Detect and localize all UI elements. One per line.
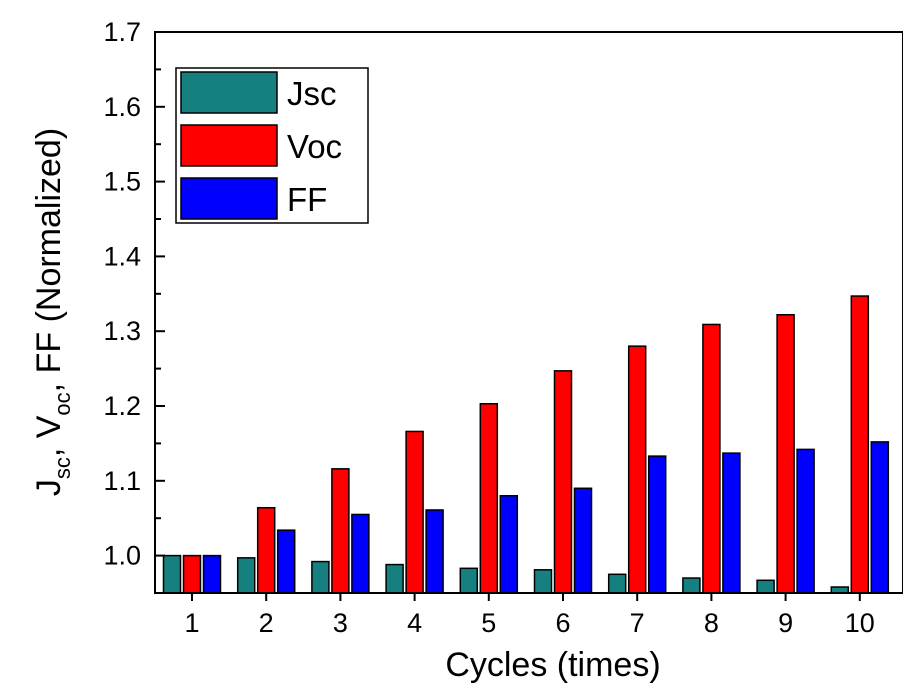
y-tick-label: 1.0 [103,541,141,571]
bar-jsc-5 [459,567,479,594]
x-tick-label: 4 [407,608,422,638]
axis-ticks [155,31,861,601]
x-tick-label: 2 [259,608,274,638]
y-tick-label: 1.6 [103,92,141,122]
y-axis-title-part-3: , FF (Normalized) [30,128,68,392]
bar-voc-3 [331,468,350,594]
plot-frame [154,31,903,594]
legend: Jsc Voc FF [175,67,369,224]
y-tick-label: 1.2 [103,391,141,421]
y-axis-title: Jsc, Voc, FF (Normalized) [30,128,75,496]
bar-voc-4 [405,430,424,594]
bar-jsc-9 [756,579,775,594]
bar-voc-6 [553,370,573,594]
x-tick-label: 7 [630,608,645,638]
tick-labels: 1.0 1.1 1.2 1.3 1.4 1.5 1.6 1.7 1 2 3 4 5 6 7 8 9 10 [103,17,874,638]
x-tick-label: 3 [333,608,348,638]
x-tick-label: 8 [704,608,719,638]
bar-jsc-3 [311,560,330,594]
y-axis-title-part-1: J [30,479,68,496]
legend-swatch-ff [180,177,278,220]
bar-jsc-6 [533,569,553,594]
y-tick-label: 1.1 [103,466,141,496]
bar-voc-5 [479,403,499,594]
bar-ff-6 [573,487,593,594]
bar-jsc-1 [162,554,182,594]
x-tick-label: 6 [555,608,570,638]
bar-voc-9 [776,313,795,594]
bar-jsc-7 [607,573,627,594]
bar-voc-8 [702,323,721,594]
bar-ff-2 [276,529,296,594]
legend-label-voc: Voc [287,128,342,165]
y-tick-label: 1.5 [103,167,141,197]
bar-ff-8 [722,452,741,594]
x-tick-label: 10 [845,608,875,638]
x-tick-label: 5 [481,608,496,638]
y-axis-title-sub-1: sc [50,457,75,479]
bar-jsc-2 [236,557,256,594]
bar-jsc-4 [385,563,404,594]
y-tick-label: 1.7 [103,17,141,47]
legend-label-ff: FF [287,181,327,218]
bar-jsc-8 [682,577,701,594]
bar-ff-4 [425,509,444,594]
bar-ff-10 [870,441,890,594]
bar-ff-1 [202,554,222,594]
y-tick-label: 1.3 [103,316,141,346]
legend-swatch-voc [180,124,278,167]
bars-group [162,295,890,594]
y-tick-label: 1.4 [103,241,141,271]
bar-ff-3 [351,513,370,594]
bar-voc-2 [256,506,276,594]
y-axis-title-part-2: , V [30,415,68,457]
bar-ff-7 [647,455,667,594]
x-tick-label: 1 [184,608,199,638]
bar-ff-5 [499,495,519,594]
bar-ff-9 [796,448,815,594]
y-axis-title-sub-2: oc [50,392,75,415]
bar-voc-7 [627,345,647,594]
bar-voc-1 [182,554,202,594]
x-axis-title: Cycles (times) [445,646,660,684]
legend-label-jsc: Jsc [287,75,337,112]
legend-swatch-jsc [180,71,278,114]
x-tick-label: 9 [778,608,793,638]
bar-voc-10 [850,295,870,594]
